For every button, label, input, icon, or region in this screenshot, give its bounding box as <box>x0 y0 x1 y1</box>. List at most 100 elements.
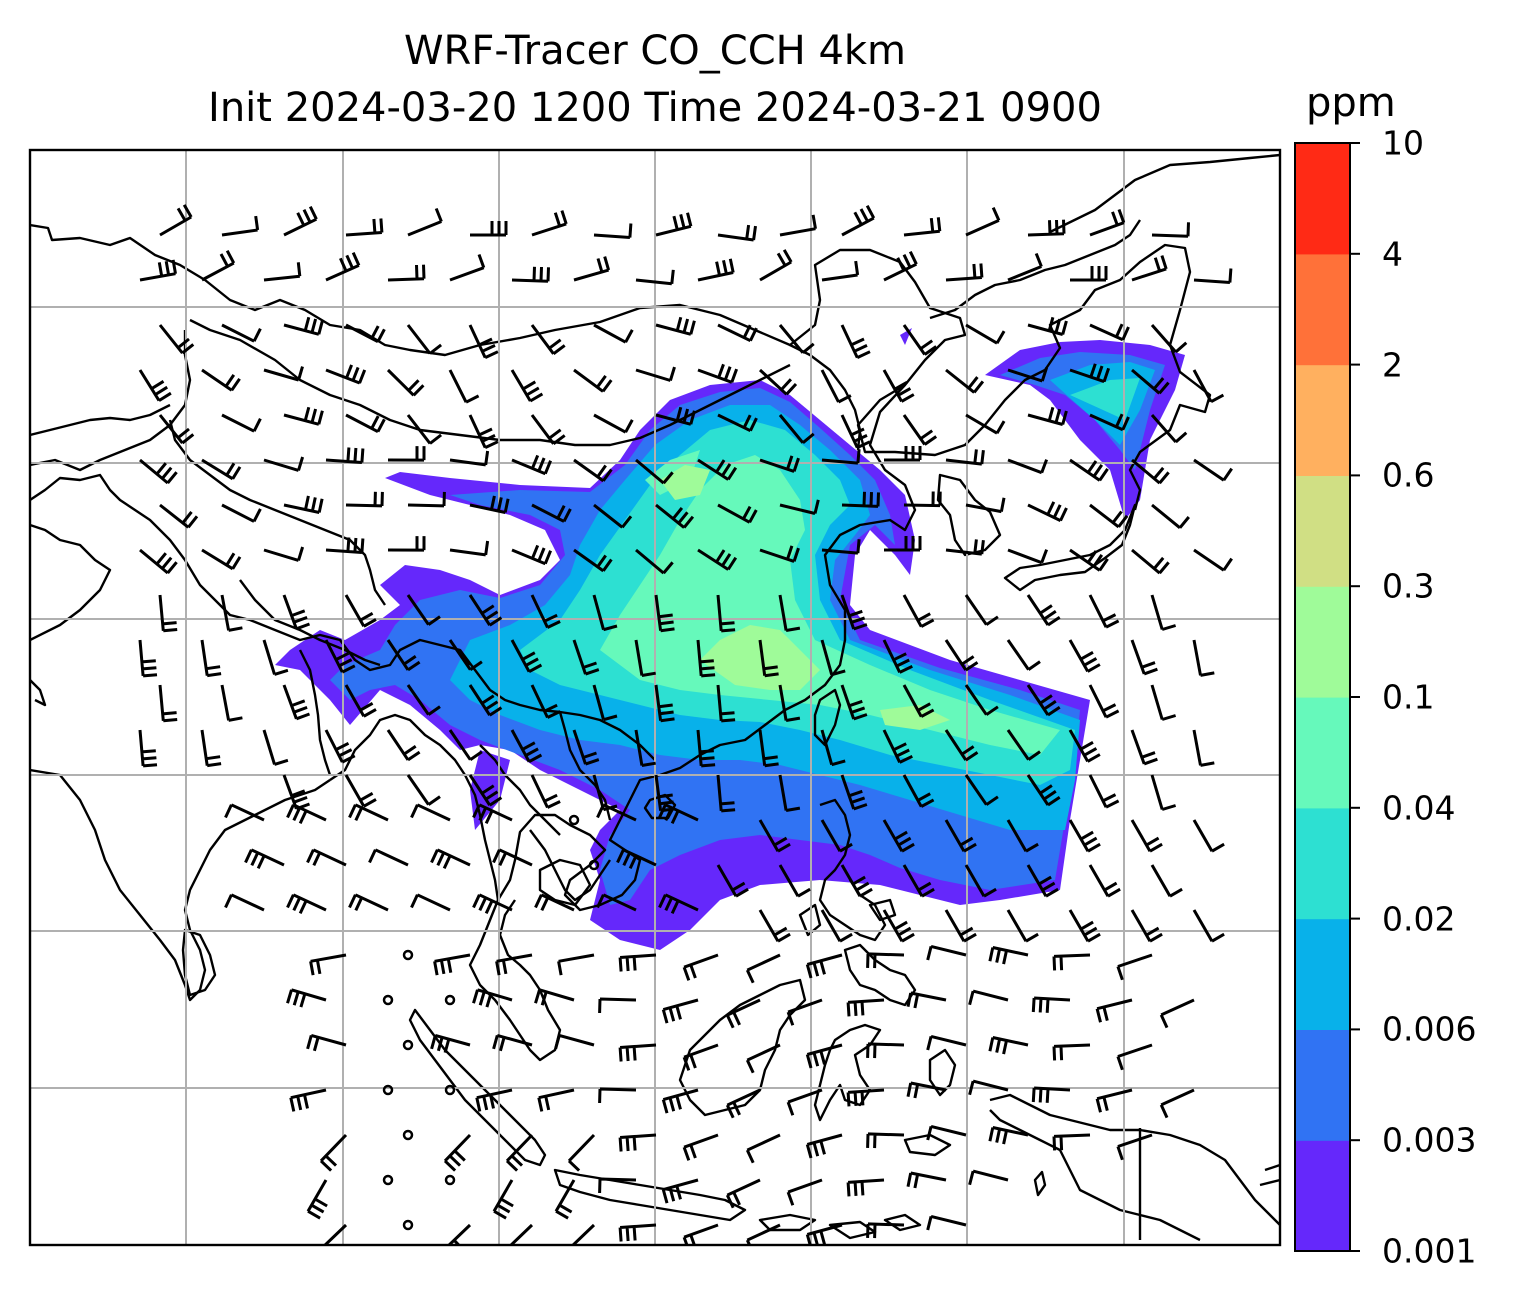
wind-barb <box>902 324 938 356</box>
wind-barb <box>406 684 441 716</box>
wind-barb <box>448 369 480 404</box>
wind-barb <box>635 269 675 286</box>
wind-barb <box>965 323 1006 345</box>
wind-barb <box>618 1223 657 1242</box>
wind-barb <box>557 953 595 976</box>
wind-barb <box>530 684 561 719</box>
wind-barb <box>289 1088 327 1112</box>
wind-barb <box>221 215 260 237</box>
wind-barb <box>968 1079 1009 1096</box>
wind-barb <box>1150 864 1183 898</box>
wind-barb-calm <box>444 1174 456 1186</box>
wind-barb <box>1089 208 1126 237</box>
wind-barb <box>655 212 693 237</box>
border-china-south <box>459 649 656 761</box>
wind-barb <box>884 536 922 552</box>
wind-barb <box>1089 323 1130 342</box>
wind-barb <box>779 214 817 237</box>
wind-barb <box>658 893 699 915</box>
wind-barb <box>697 548 738 571</box>
wind-barb <box>406 594 441 626</box>
wind-barb <box>988 946 1029 965</box>
wind-barb <box>882 639 913 674</box>
wind-barb <box>1069 363 1111 384</box>
wind-barb <box>200 729 222 768</box>
wind-barb <box>1007 367 1049 383</box>
wind-barb <box>468 684 503 717</box>
coastline-korea <box>936 473 1002 557</box>
wind-barb <box>283 495 324 514</box>
wind-barb <box>1130 729 1158 766</box>
wind-barb <box>634 729 656 767</box>
wind-barb <box>968 989 1009 1006</box>
wind-barb-calm <box>444 1084 456 1096</box>
wind-barb <box>325 364 367 385</box>
wind-barb <box>945 263 984 282</box>
wind-barb <box>201 249 236 282</box>
wind-barb <box>635 458 674 485</box>
wind-barb <box>965 206 1001 237</box>
wind-barb <box>1068 909 1101 943</box>
wind-barb <box>964 684 999 716</box>
wind-barb <box>221 413 262 433</box>
wind-barb <box>682 953 719 981</box>
wind-barb <box>1130 639 1158 676</box>
wind-barb <box>1131 548 1170 575</box>
border-bangladesh-myanmar <box>298 649 332 776</box>
wind-barb <box>883 250 918 282</box>
wind-barb <box>1052 1043 1091 1061</box>
wind-barb <box>1193 458 1233 482</box>
coastline-indochina <box>529 829 611 902</box>
wind-barb-calm <box>402 1219 414 1231</box>
colorbar-unit-label: ppm <box>1306 80 1396 126</box>
wind-barb <box>1027 406 1068 426</box>
wind-barb <box>697 458 738 481</box>
coastline-java <box>553 1168 747 1222</box>
wind-barb <box>964 594 999 626</box>
wind-barb <box>1031 1086 1071 1103</box>
wind-barb <box>554 1033 595 1050</box>
wind-barb <box>593 223 633 239</box>
coastline-maluku <box>903 1048 957 1157</box>
wind-barb <box>1151 503 1190 529</box>
colorbar-segment <box>1295 697 1350 809</box>
wind-barb <box>745 1043 781 1074</box>
wind-barb <box>968 1169 1009 1186</box>
wind-barb <box>745 1223 781 1245</box>
wind-barb <box>344 684 377 718</box>
wind-barb <box>902 594 935 628</box>
wind-barb <box>1131 368 1170 395</box>
wind-barb <box>758 819 791 853</box>
wind-barb <box>492 1033 533 1052</box>
wind-barb <box>572 639 600 676</box>
wind-barb <box>805 1223 843 1245</box>
wind-barb <box>322 1223 348 1245</box>
wind-barb <box>306 848 347 867</box>
wind-barb <box>805 1133 843 1159</box>
wind-barb <box>866 952 905 969</box>
wind-barb <box>1193 268 1233 284</box>
wind-barb <box>1026 774 1061 807</box>
wind-barb <box>387 264 426 282</box>
wind-barb-calm <box>444 994 456 1006</box>
wind-barb <box>758 729 779 768</box>
wind-barb <box>1031 996 1071 1013</box>
wind-barb <box>655 406 696 426</box>
wind-barb <box>902 774 935 808</box>
wind-barb <box>263 262 302 282</box>
wind-barb <box>224 803 265 822</box>
wind-barb-calm <box>402 1039 414 1051</box>
coastline-bay-of-bengal <box>329 713 500 901</box>
wind-barb <box>745 1133 781 1164</box>
coastline-sumatra <box>408 1008 547 1167</box>
wind-barb <box>658 803 699 825</box>
map-panel <box>30 150 1280 1245</box>
wind-barb <box>472 988 513 1008</box>
wind-barb <box>716 864 749 898</box>
wind-barb <box>1069 548 1109 572</box>
wind-barb <box>821 260 860 282</box>
colorbar-segment <box>1295 475 1350 587</box>
wind-barb <box>531 210 568 237</box>
wind-barb <box>696 639 716 678</box>
coastline-taiwan <box>813 688 842 747</box>
